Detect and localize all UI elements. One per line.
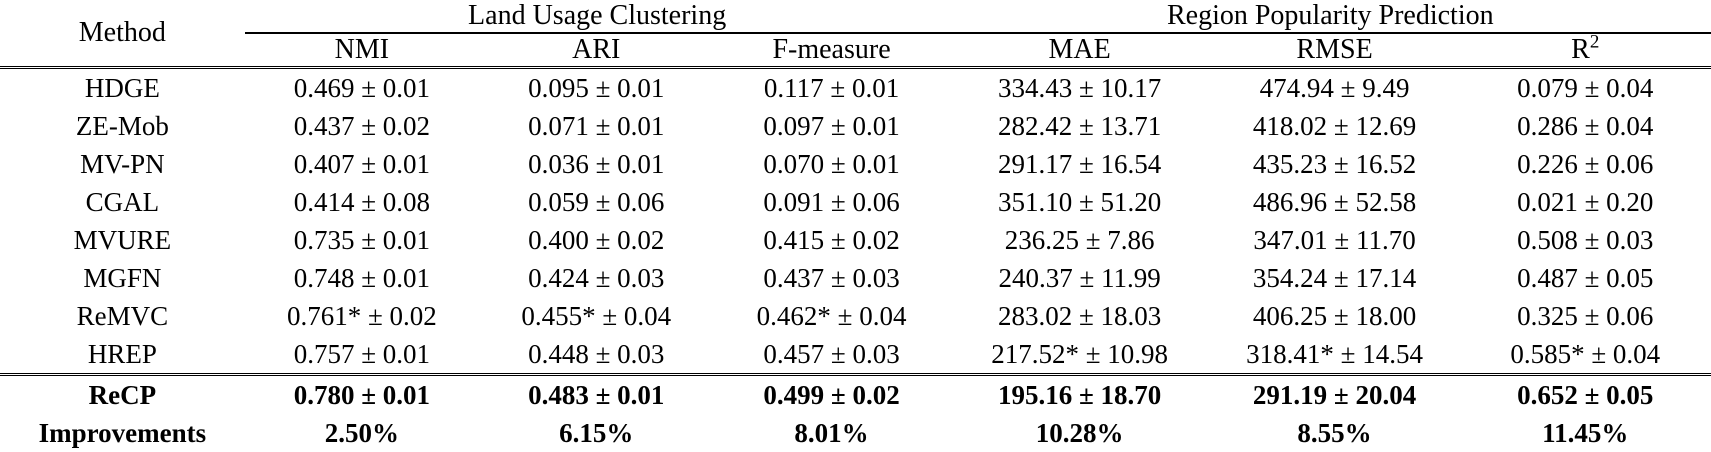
value-cell: 0.325 ± 0.06 [1517,300,1654,331]
value-cell: 0.652 ± 0.05 [1459,373,1711,414]
value-cell: 0.095 ± 0.01 [528,72,665,103]
column-header-row: NMI ARI F-measure MAE RMSE R2 [0,33,1711,69]
table-body: HDGE 0.469 ± 0.01 0.095 ± 0.01 0.117 ± 0… [0,68,1711,452]
method-cell: MVURE [73,224,172,255]
value-cell: 351.10 ± 51.20 [997,186,1162,217]
value-cell: 0.780 ± 0.01 [244,373,480,414]
value-cell: 8.55% [1209,414,1460,452]
table-row: ZE-Mob 0.437 ± 0.02 0.071 ± 0.01 0.097 ±… [0,107,1711,145]
table-row: CGAL 0.414 ± 0.08 0.059 ± 0.06 0.091 ± 0… [0,183,1711,221]
value-cell: 435.23 ± 16.52 [1252,148,1417,179]
value-cell: 0.059 ± 0.06 [528,186,665,217]
method-column-header: Method [0,0,245,69]
method-cell: HDGE [84,72,160,103]
value-cell: 0.117 ± 0.01 [763,72,900,103]
value-cell: 291.19 ± 20.04 [1209,373,1460,414]
value-cell: 0.585* ± 0.04 [1510,338,1661,369]
value-cell: 0.070 ± 0.01 [763,148,900,179]
table-row: MVURE 0.735 ± 0.01 0.400 ± 0.02 0.415 ± … [0,221,1711,259]
table-header: Method Land Usage Clustering Region Popu… [0,0,1711,69]
column-header-ari: ARI [479,33,714,69]
table-row: HDGE 0.469 ± 0.01 0.095 ± 0.01 0.117 ± 0… [0,68,1711,108]
value-cell: 0.437 ± 0.02 [293,110,431,141]
value-cell: 406.25 ± 18.00 [1252,300,1417,331]
group-header-land-usage-clustering: Land Usage Clustering [244,0,950,34]
table-row: MV-PN 0.407 ± 0.01 0.036 ± 0.01 0.070 ± … [0,145,1711,183]
method-cell: HREP [87,338,157,369]
column-header-nmi: NMI [244,33,480,69]
value-cell: 8.01% [713,414,950,452]
method-cell: ZE-Mob [75,110,169,141]
method-cell: Improvements [0,414,245,452]
value-cell: 0.757 ± 0.01 [293,338,431,369]
r2-superscript: 2 [1589,33,1600,53]
value-cell: 354.24 ± 17.14 [1252,262,1417,293]
value-cell: 0.499 ± 0.02 [713,373,950,414]
value-cell: 6.15% [479,414,714,452]
value-cell: 0.091 ± 0.06 [763,186,900,217]
value-cell: 0.286 ± 0.04 [1517,110,1654,141]
method-cell: ReMVC [76,300,169,331]
column-header-r2: R2 [1459,33,1711,69]
group-header-region-popularity-prediction: Region Popularity Prediction [949,0,1711,34]
value-cell: 418.02 ± 12.69 [1252,110,1417,141]
value-cell: 0.437 ± 0.03 [763,262,900,293]
value-cell: 0.508 ± 0.03 [1517,224,1654,255]
value-cell: 11.45% [1459,414,1711,452]
value-cell: 10.28% [949,414,1210,452]
r2-base: R [1571,34,1590,65]
value-cell: 2.50% [244,414,480,452]
value-cell: 0.457 ± 0.03 [763,338,900,369]
value-cell: 0.424 ± 0.03 [528,262,665,293]
method-cell: MV-PN [80,148,165,179]
value-cell: 0.462* ± 0.04 [756,300,907,331]
method-cell: CGAL [85,186,160,217]
value-cell: 474.94 ± 9.49 [1259,72,1410,103]
value-cell: 0.079 ± 0.04 [1517,72,1654,103]
value-cell: 486.96 ± 52.58 [1252,186,1417,217]
value-cell: 0.483 ± 0.01 [479,373,714,414]
method-cell: MGFN [83,262,162,293]
value-cell: 283.02 ± 18.03 [997,300,1162,331]
value-cell: 236.25 ± 7.86 [1004,224,1155,255]
value-cell: 282.42 ± 13.71 [997,110,1162,141]
value-cell: 0.097 ± 0.01 [763,110,900,141]
value-cell: 334.43 ± 10.17 [997,72,1162,103]
value-cell: 0.226 ± 0.06 [1517,148,1654,179]
table-row: HREP 0.757 ± 0.01 0.448 ± 0.03 0.457 ± 0… [0,335,1711,375]
value-cell: 0.455* ± 0.04 [521,300,672,331]
value-cell: 0.400 ± 0.02 [528,224,665,255]
table-row: ReMVC 0.761* ± 0.02 0.455* ± 0.04 0.462*… [0,297,1711,335]
value-cell: 0.735 ± 0.01 [293,224,431,255]
value-cell: 0.487 ± 0.05 [1517,262,1654,293]
value-cell: 0.761* ± 0.02 [286,300,437,331]
column-header-f-measure: F-measure [713,33,950,69]
table-row: MGFN 0.748 ± 0.01 0.424 ± 0.03 0.437 ± 0… [0,259,1711,297]
value-cell: 291.17 ± 16.54 [997,148,1162,179]
value-cell: 0.036 ± 0.01 [528,148,665,179]
value-cell: 0.448 ± 0.03 [528,338,665,369]
value-cell: 195.16 ± 18.70 [949,373,1210,414]
value-cell: 240.37 ± 11.99 [998,262,1161,293]
column-header-mae: MAE [949,33,1210,69]
value-cell: 0.071 ± 0.01 [528,110,665,141]
value-cell: 0.469 ± 0.01 [293,72,431,103]
value-cell: 318.41* ± 14.54 [1246,338,1423,369]
column-header-rmse: RMSE [1209,33,1460,69]
value-cell: 0.415 ± 0.02 [763,224,900,255]
value-cell: 0.748 ± 0.01 [293,262,431,293]
value-cell: 0.407 ± 0.01 [293,148,431,179]
value-cell: 0.021 ± 0.20 [1517,186,1654,217]
group-header-row: Method Land Usage Clustering Region Popu… [0,0,1711,69]
value-cell: 0.414 ± 0.08 [293,186,431,217]
table-row: Improvements 2.50% 6.15% 8.01% 10.28% 8.… [0,414,1711,452]
value-cell: 217.52* ± 10.98 [991,338,1169,369]
table-row: ReCP 0.780 ± 0.01 0.483 ± 0.01 0.499 ± 0… [0,373,1711,414]
value-cell: 347.01 ± 11.70 [1253,224,1416,255]
method-cell: ReCP [0,373,245,414]
